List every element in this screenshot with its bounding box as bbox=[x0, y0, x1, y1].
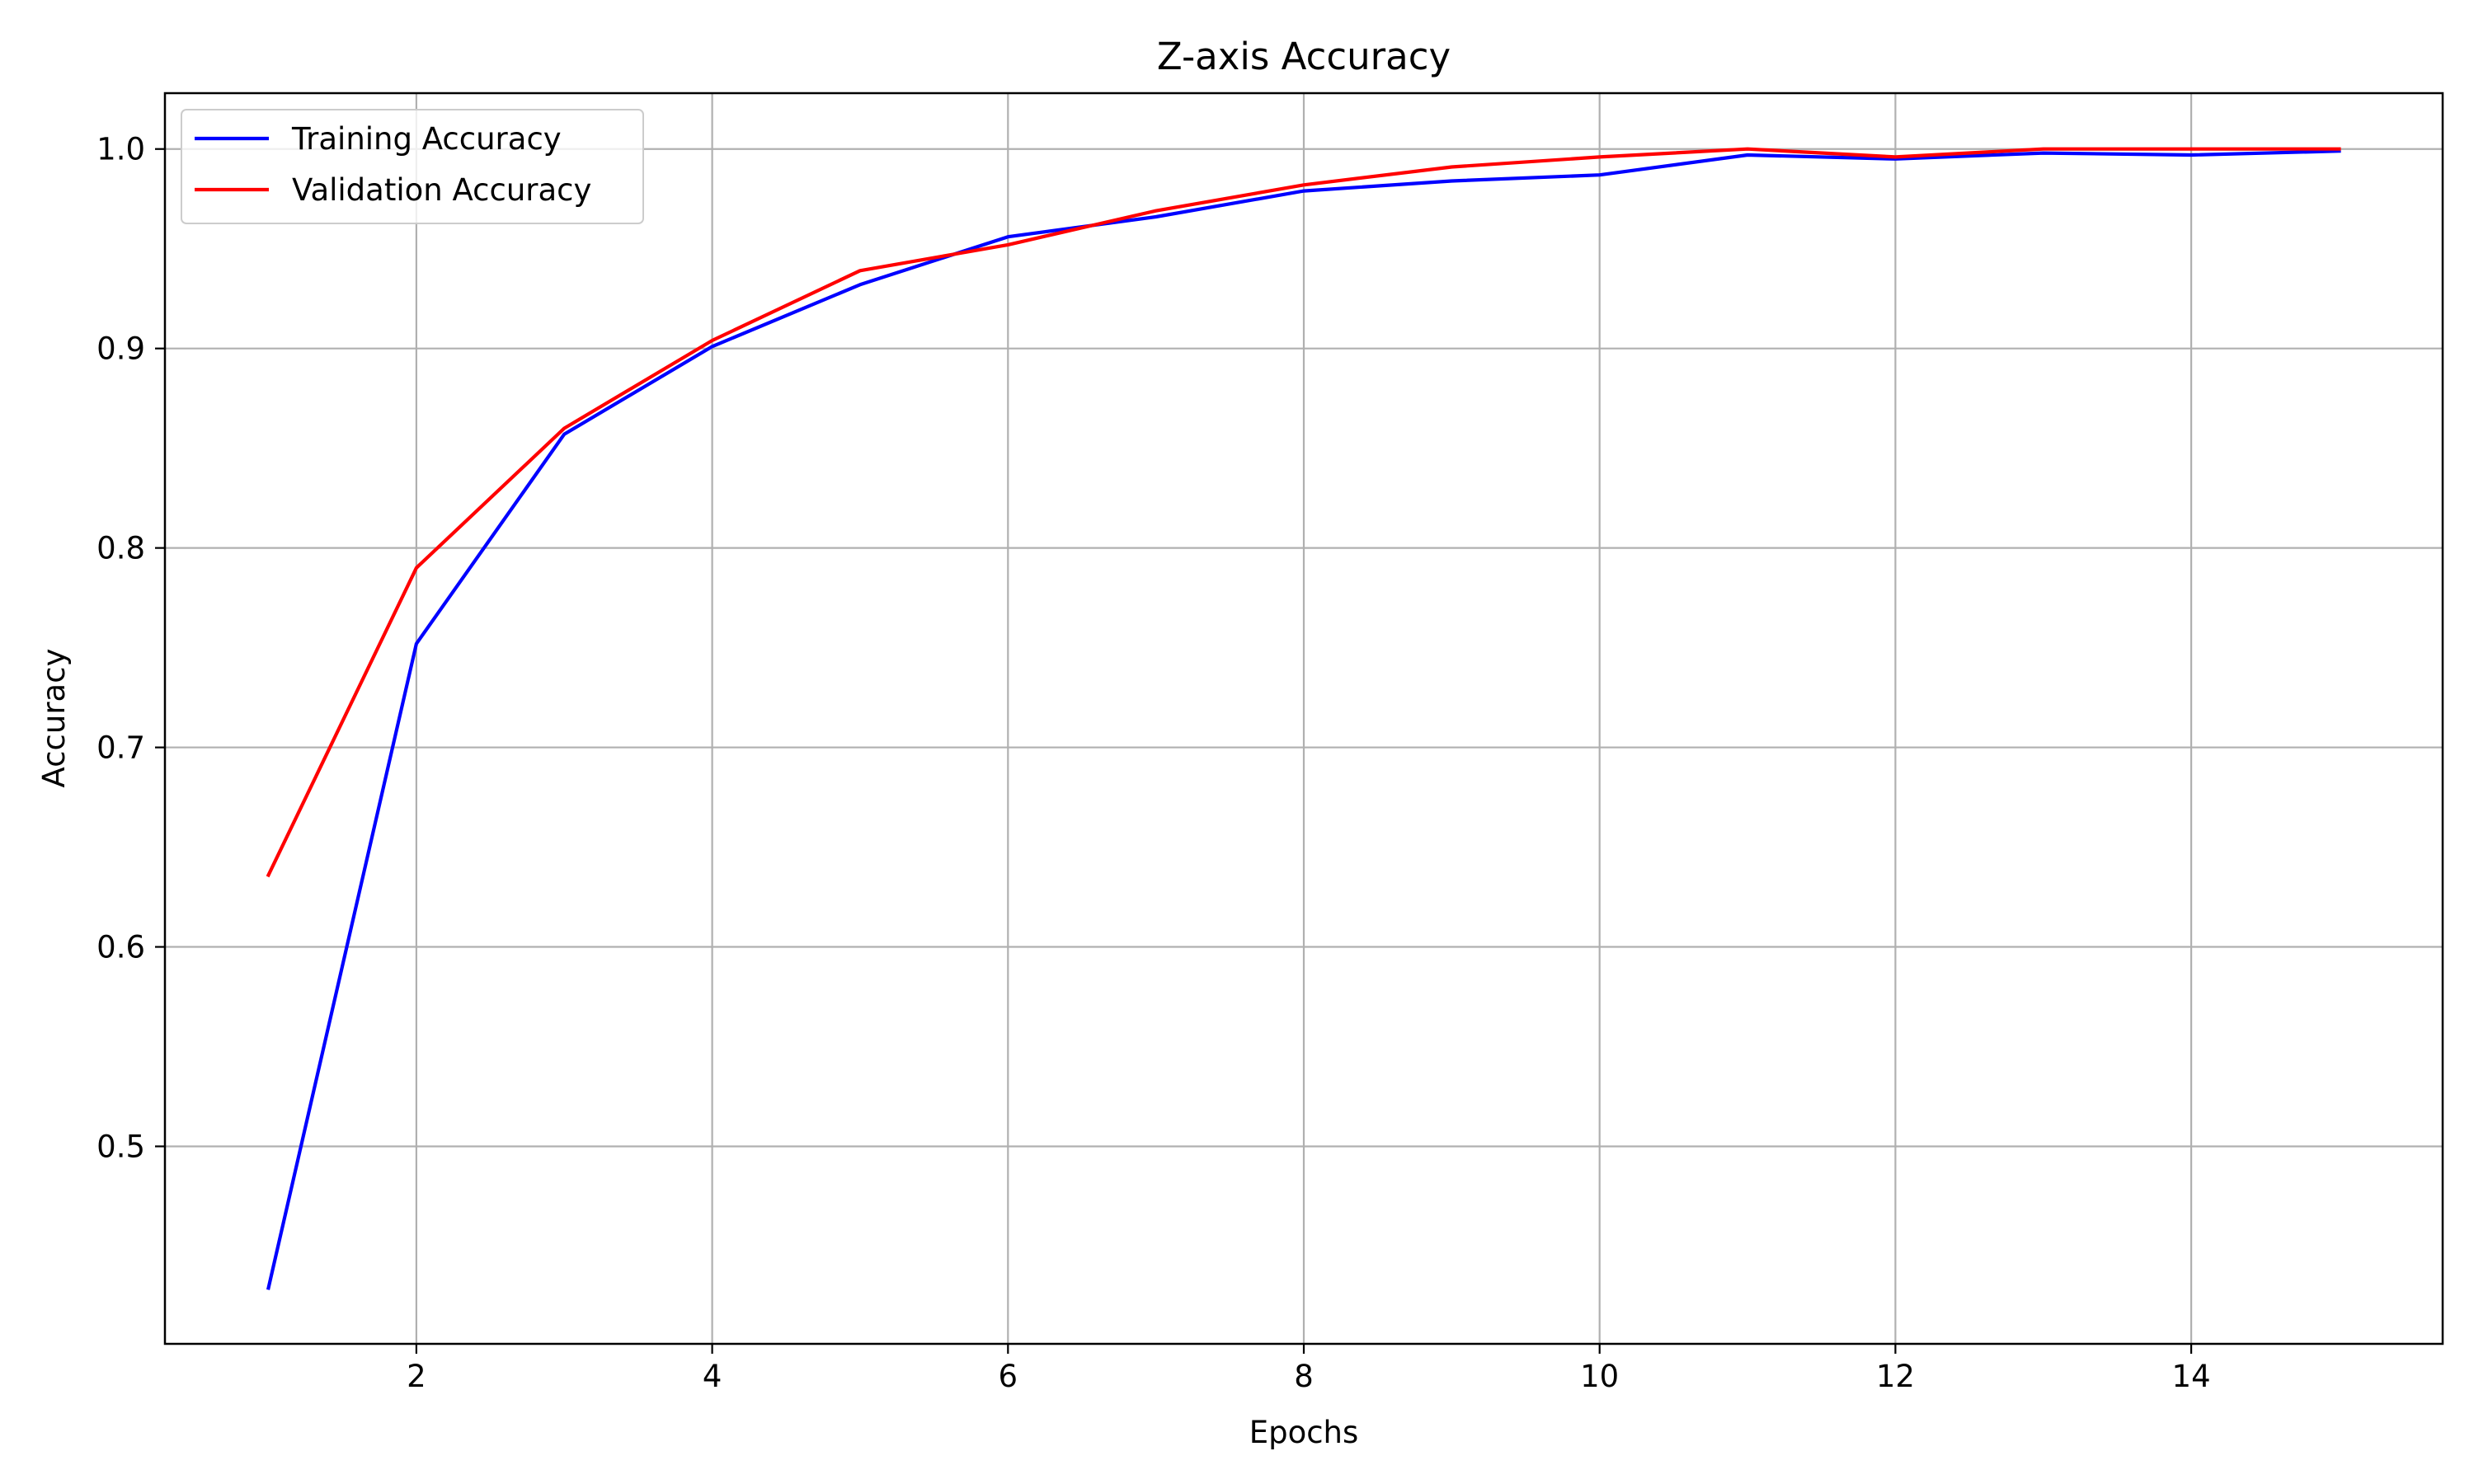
x-tick-label: 8 bbox=[1294, 1359, 1314, 1394]
series-line-training-accuracy bbox=[266, 149, 2341, 1290]
legend-label: Training Accuracy bbox=[291, 121, 562, 157]
x-tick-label: 2 bbox=[407, 1359, 426, 1394]
grid bbox=[165, 93, 2443, 1344]
x-tick-label: 4 bbox=[703, 1359, 722, 1394]
y-tick-label: 0.8 bbox=[96, 531, 145, 566]
x-tick-label: 12 bbox=[1876, 1359, 1915, 1394]
y-tick-label: 0.9 bbox=[96, 331, 145, 367]
x-tick-label: 10 bbox=[1580, 1359, 1619, 1394]
legend-box bbox=[181, 109, 644, 224]
legend-label: Validation Accuracy bbox=[292, 172, 591, 208]
y-axis-label: Accuracy bbox=[36, 649, 72, 788]
x-axis-ticks: 2 4 6 8 10 12 14 bbox=[407, 1344, 2211, 1394]
x-tick-label: 14 bbox=[2172, 1359, 2211, 1394]
y-tick-label: 0.7 bbox=[96, 730, 145, 766]
y-tick-label: 0.6 bbox=[96, 930, 145, 965]
y-tick-label: 1.0 bbox=[96, 132, 145, 167]
series-lines bbox=[266, 147, 2341, 1290]
x-tick-label: 6 bbox=[999, 1359, 1018, 1394]
y-axis-ticks: 0.5 0.6 0.7 0.8 0.9 1.0 bbox=[96, 132, 165, 1164]
y-tick-label: 0.5 bbox=[96, 1129, 145, 1164]
series-line-validation-accuracy bbox=[266, 147, 2341, 878]
legend: Training Accuracy Validation Accuracy bbox=[181, 109, 644, 224]
x-axis-label: Epochs bbox=[1249, 1415, 1359, 1450]
chart-title: Z-axis Accuracy bbox=[1157, 35, 1451, 78]
